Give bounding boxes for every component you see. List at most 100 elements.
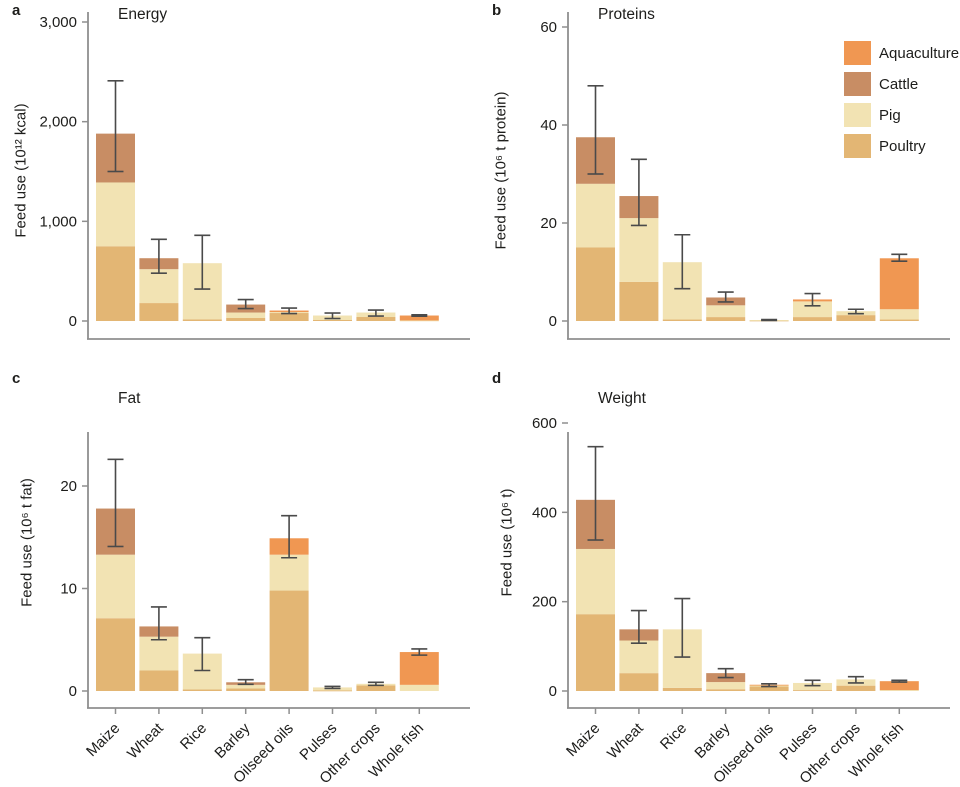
bar-segment-pig <box>139 636 179 671</box>
bar-segment-poultry <box>226 318 266 321</box>
y-tick-label: 0 <box>549 313 557 330</box>
bar-segment-poultry <box>139 303 179 321</box>
y-axis-label-fat: Feed use (10⁶ t fat) <box>18 478 36 607</box>
y-tick-label: 3,000 <box>39 14 77 31</box>
error-bar <box>237 298 254 310</box>
y-tick-label: 10 <box>60 581 77 598</box>
y-tick-label: 0 <box>549 683 557 700</box>
error-bar <box>281 307 298 315</box>
y-tick-label: 600 <box>532 415 557 432</box>
y-tick-label: 40 <box>540 117 557 134</box>
bar-segment-pig <box>269 554 309 591</box>
bar-segment-pig <box>226 312 266 319</box>
error-bar <box>761 318 778 322</box>
y-tick-label: 0 <box>69 683 77 700</box>
chart-title-fat: Fat <box>118 390 141 407</box>
error-bar <box>411 648 428 656</box>
x-category-label: Rice <box>657 720 690 753</box>
panel-fat: 0 10 20 Maize Wheat Rice Barley Oilseed oils Pul… <box>0 360 480 787</box>
x-category-label: Barley <box>691 719 733 761</box>
bar-segment-pig <box>706 305 746 318</box>
bar-segment-poultry <box>96 246 135 321</box>
error-bar <box>674 233 691 290</box>
panel-letter-d: d <box>492 370 502 387</box>
x-category-label: Maize <box>563 720 603 760</box>
panel-letter-b: b <box>492 2 502 19</box>
error-bar <box>717 291 734 303</box>
bar-segment-pig <box>139 269 179 304</box>
bar-segment-poultry <box>313 320 352 321</box>
error-bar <box>281 514 298 559</box>
bar-segment-poultry <box>576 614 615 691</box>
error-bar <box>674 597 691 658</box>
chart-energy: 0 1,000 2,000 3,000 <box>0 0 480 360</box>
bar-segment-poultry <box>706 689 746 691</box>
legend-label-poultry: Poultry <box>879 138 926 155</box>
y-tick-label: 20 <box>60 478 77 495</box>
bar-segment-pig <box>576 548 615 615</box>
error-bar <box>630 158 647 227</box>
error-bar <box>761 683 778 688</box>
bar-segment-pig <box>706 682 746 690</box>
error-bar <box>717 667 734 679</box>
bar-segment-pig <box>879 690 919 691</box>
chart-weight: 0 200 400 600 Maize Wheat Rice Barley Oilseed oi… <box>480 360 960 787</box>
legend-label-pig: Pig <box>879 107 901 124</box>
bar-segment-poultry <box>619 281 659 321</box>
error-bar <box>237 678 254 686</box>
error-bar <box>150 238 167 274</box>
x-category-label: Maize <box>83 720 123 760</box>
bar-segment-poultry <box>662 687 702 691</box>
chart-svg-a: 0 1,000 2,000 3,000 <box>39 12 470 340</box>
bar-segment-poultry <box>879 319 919 321</box>
bar-segment-poultry <box>226 688 266 691</box>
chart-fat: 0 10 20 Maize Wheat Rice Barley Oilseed oils Pul… <box>0 360 480 787</box>
legend-label-aquaculture: Aquaculture <box>879 45 959 62</box>
panel-proteins: 0 20 40 60 Aquaculture Cattle Pig Poultry b Pro… <box>480 0 960 360</box>
bar-segment-poultry <box>139 670 179 691</box>
bar-segment-poultry <box>356 317 396 321</box>
bar-segment-aquaculture <box>879 258 919 310</box>
bar-segment-pig <box>96 182 135 247</box>
bar-segment-poultry <box>793 317 832 321</box>
bar-segment-poultry <box>836 315 876 321</box>
bar-segment-pig <box>226 684 266 689</box>
panel-letter-c: c <box>12 370 21 387</box>
error-bar <box>587 445 604 541</box>
error-bar <box>367 681 384 687</box>
bar-segment-poultry <box>313 690 352 692</box>
error-bar <box>587 85 604 175</box>
chart-svg-b: 0 20 40 60 Aquaculture Cattle Pig Poultry <box>540 12 959 340</box>
bar-segment-poultry <box>269 313 309 321</box>
panel-energy: 0 1,000 2,000 3,000 a Energy Feed use (10¹²… <box>0 0 480 360</box>
bar-segment-pig <box>879 309 919 320</box>
x-category-label: Rice <box>177 720 210 753</box>
bar-segment-pig <box>619 218 659 282</box>
error-bar <box>107 458 124 548</box>
error-bar <box>847 675 864 684</box>
chart-title-proteins: Proteins <box>598 6 655 23</box>
y-axis-label-proteins: Feed use (10⁶ t protein) <box>492 91 510 250</box>
bar-segment-pig <box>399 320 439 322</box>
bar-segment-poultry <box>793 690 832 691</box>
y-tick-label: 0 <box>69 313 77 330</box>
error-bar <box>630 609 647 645</box>
y-axis-label-weight: Feed use (10⁶ t) <box>498 488 516 597</box>
x-category-label: Wheat <box>604 719 647 762</box>
error-bar <box>150 606 167 641</box>
y-tick-label: 1,000 <box>39 213 77 230</box>
bar-segment-poultry <box>706 317 746 321</box>
bar-segment-poultry <box>356 685 396 691</box>
legend-swatch-pig <box>844 103 871 127</box>
bar-segment-poultry <box>182 689 222 691</box>
bar-segment-poultry <box>269 590 309 691</box>
error-bar <box>847 308 864 315</box>
error-bar <box>107 80 124 173</box>
legend: Aquaculture Cattle Pig Poultry <box>844 41 959 158</box>
y-axis-label-energy: Feed use (10¹² kcal) <box>12 103 30 238</box>
bar-segment-poultry <box>182 319 222 321</box>
chart-title-weight: Weight <box>598 390 646 407</box>
